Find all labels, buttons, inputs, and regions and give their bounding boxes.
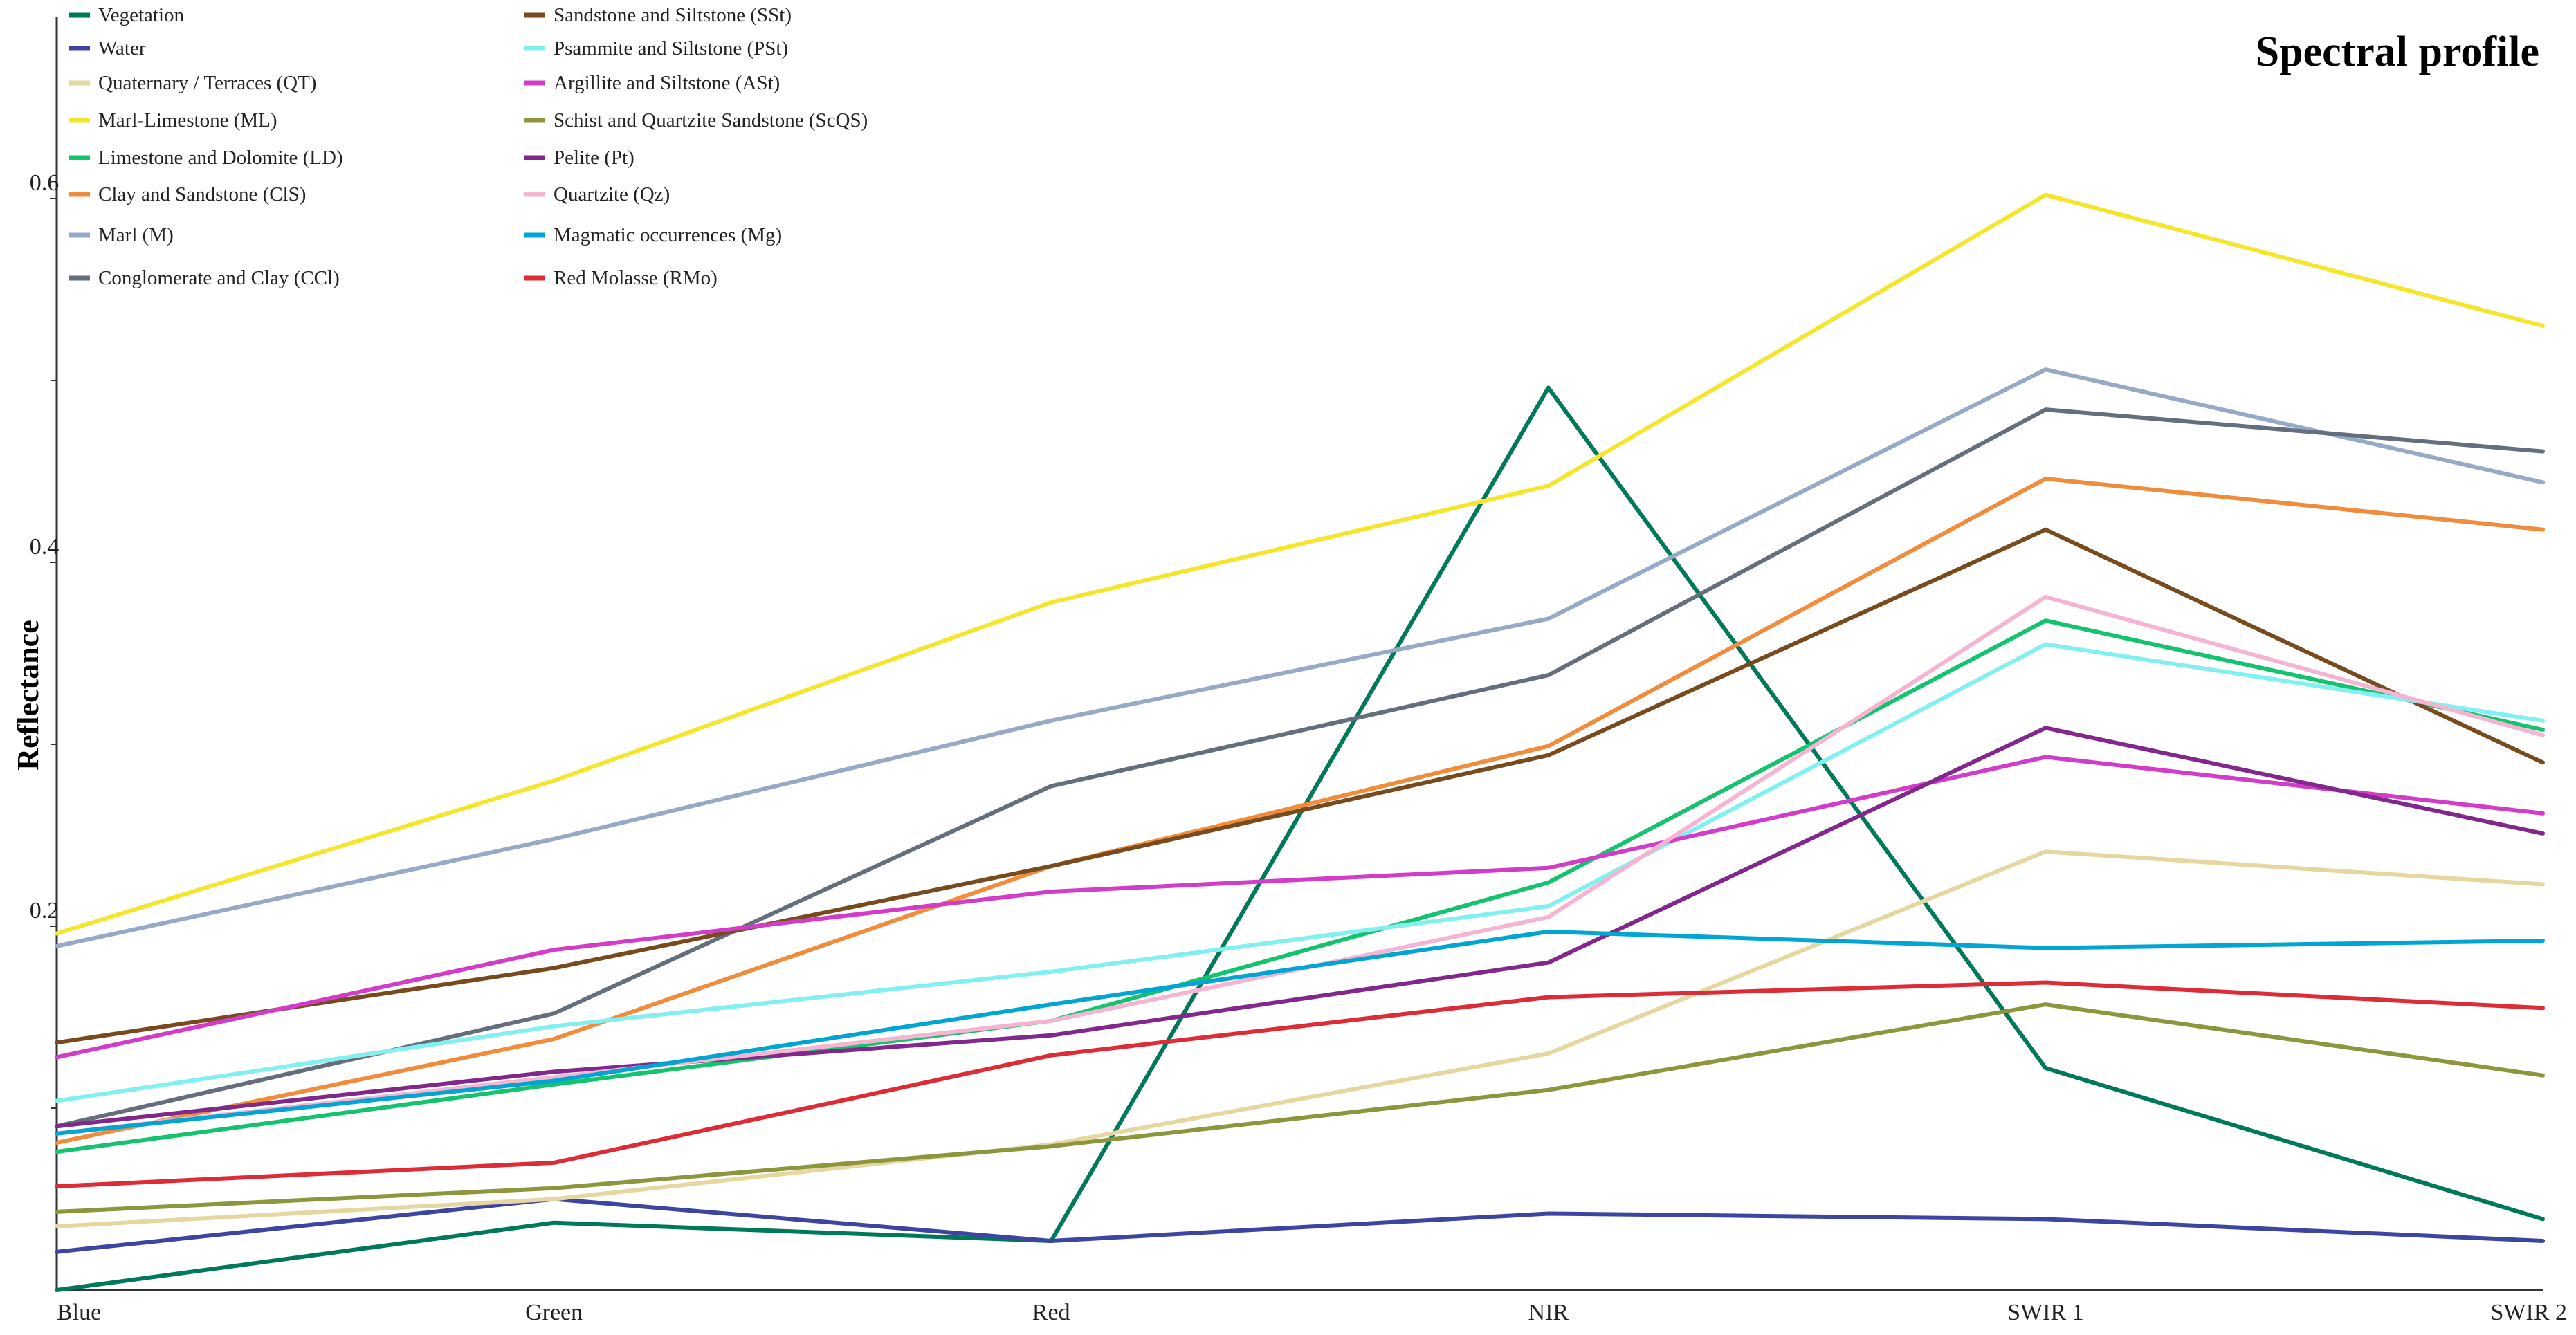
legend: Vegetation Water Quaternary / Terraces (QT… (69, 4, 868, 289)
x-tick-label: Blue (57, 1300, 101, 1325)
series-line-marl-limestone-ml (55, 192, 2545, 936)
legend-label-argillite-and-siltstone-ast: Argillite and Siltstone (ASt) (554, 72, 780, 94)
x-tick-label: SWIR 1 (2007, 1300, 2084, 1325)
legend-label-clay-and-sandstone-cls: Clay and Sandstone (ClS) (98, 183, 306, 205)
series-line-clay-and-sandstone-cls (55, 477, 2545, 1145)
axes: 0.2 0.4 0.6 Blue Green Red NIR SWIR 1 SWIR 2 (30, 17, 2567, 1325)
series-line-magmatic-occurrences-mg (55, 929, 2545, 1136)
series-line-red-molasse-rmo (55, 980, 2545, 1189)
series-line-water (55, 1197, 2545, 1254)
legend-label-conglomerate-and-clay-ccl: Conglomerate and Clay (CCl) (98, 267, 340, 289)
legend-label-quartzite-qz: Quartzite (Qz) (554, 183, 670, 205)
legend-label-marl-limestone-ml: Marl-Limestone (ML) (98, 109, 277, 131)
legend-label-limestone-and-dolomite-ld: Limestone and Dolomite (LD) (98, 147, 343, 169)
series-line-marl-m (55, 367, 2545, 948)
legend-label-sandstone-and-siltstone-sst: Sandstone and Siltstone (SSt) (554, 4, 792, 26)
series-line-pelite-pt (55, 726, 2545, 1129)
legend-label-pelite-pt: Pelite (Pt) (554, 147, 634, 169)
legend-label-magmatic-occurrences-mg: Magmatic occurrences (Mg) (554, 224, 782, 246)
y-axis-label: Reflectance (11, 620, 45, 770)
chart-title: Spectral profile (2256, 28, 2539, 75)
x-tick-label: Green (525, 1300, 583, 1325)
legend-label-schist-and-quartzite-sandstone-scqs: Schist and Quartzite Sandstone (ScQS) (554, 109, 868, 131)
legend-label-vegetation: Vegetation (98, 4, 185, 26)
x-tick-label: SWIR 2 (2491, 1300, 2568, 1325)
series-line-conglomerate-and-clay-ccl (55, 407, 2545, 1129)
x-tick-label: NIR (1528, 1300, 1569, 1325)
x-tick-label: Red (1032, 1300, 1070, 1325)
series-line-psammite-and-siltstone-pst (55, 642, 2545, 1103)
series-line-sandstone-and-siltstone-sst (55, 527, 2545, 1045)
series-line-schist-and-quartzite-sandstone-scqs (55, 1002, 2545, 1214)
series-line-argillite-and-siltstone-ast (55, 755, 2545, 1060)
legend-label-psammite-and-siltstone-pst: Psammite and Siltstone (PSt) (554, 37, 788, 59)
legend-label-water: Water (98, 37, 146, 59)
series-lines (55, 192, 2545, 1292)
y-tick-label: 0.6 (30, 170, 60, 196)
y-tick-label: 0.2 (30, 898, 60, 923)
legend-label-marl-m: Marl (M) (98, 224, 174, 246)
series-line-limestone-and-dolomite-ld (55, 618, 2545, 1154)
series-line-quaternary-terraces-qt (55, 849, 2545, 1228)
legend-label-quaternary-terraces-qt: Quaternary / Terraces (QT) (98, 72, 316, 94)
y-tick-label: 0.4 (30, 534, 60, 560)
legend-label-red-molasse-rmo: Red Molasse (RMo) (554, 267, 718, 289)
series-line-vegetation (55, 385, 2545, 1292)
